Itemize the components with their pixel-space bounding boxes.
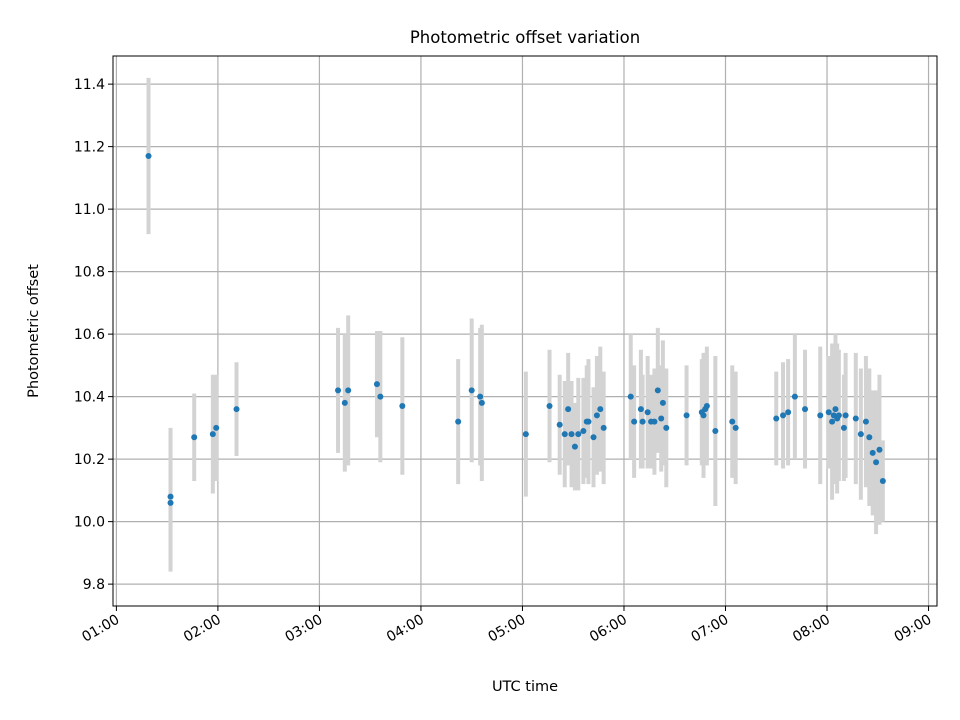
data-point bbox=[712, 428, 719, 434]
data-point bbox=[478, 399, 485, 406]
y-tick-label: 11.4 bbox=[74, 77, 105, 93]
data-point bbox=[840, 424, 847, 431]
data-point bbox=[862, 418, 869, 425]
data-point bbox=[213, 424, 220, 431]
data-point bbox=[399, 403, 406, 409]
data-point bbox=[233, 406, 240, 413]
grid-lines bbox=[113, 56, 937, 606]
data-point bbox=[335, 387, 342, 394]
data-point bbox=[876, 446, 883, 453]
data-point bbox=[700, 412, 707, 419]
y-tick-label: 10.8 bbox=[74, 265, 105, 281]
data-point bbox=[866, 434, 873, 441]
data-point bbox=[468, 387, 475, 394]
data-point bbox=[832, 406, 839, 413]
data-point bbox=[590, 434, 597, 441]
data-point bbox=[627, 393, 634, 400]
data-point bbox=[585, 418, 592, 425]
data-point bbox=[658, 415, 665, 422]
data-point bbox=[580, 428, 587, 434]
data-point bbox=[785, 409, 792, 416]
data-point bbox=[575, 431, 582, 438]
data-point bbox=[773, 415, 780, 422]
data-point bbox=[873, 459, 880, 466]
data-point bbox=[597, 406, 604, 413]
data-point bbox=[829, 418, 836, 425]
plot-frame bbox=[112, 55, 938, 607]
data-point bbox=[209, 431, 216, 438]
data-point bbox=[568, 431, 575, 438]
data-point bbox=[663, 424, 670, 431]
data-point bbox=[857, 431, 864, 438]
chart-title: Photometric offset variation bbox=[410, 28, 640, 47]
data-point bbox=[145, 153, 152, 159]
data-point bbox=[455, 418, 462, 425]
data-point bbox=[167, 499, 174, 506]
data-point bbox=[377, 393, 384, 400]
data-point bbox=[341, 399, 348, 406]
y-tick-label: 11.2 bbox=[74, 140, 105, 156]
data-point bbox=[852, 415, 859, 422]
data-point bbox=[191, 434, 198, 441]
data-point bbox=[825, 409, 832, 416]
data-point bbox=[639, 418, 646, 425]
data-point bbox=[869, 449, 876, 456]
data-point bbox=[842, 412, 849, 419]
data-point bbox=[817, 412, 824, 419]
data-point bbox=[791, 393, 798, 400]
data-point bbox=[683, 412, 690, 419]
data-point bbox=[600, 424, 607, 431]
data-point bbox=[556, 421, 563, 428]
data-point bbox=[565, 406, 572, 413]
data-point bbox=[345, 387, 352, 394]
y-tick-label: 9.8 bbox=[83, 577, 105, 593]
y-tick-label: 10.4 bbox=[74, 390, 105, 406]
data-point bbox=[631, 418, 638, 425]
plot-area-background bbox=[113, 56, 937, 606]
data-point bbox=[637, 406, 644, 413]
data-point bbox=[644, 409, 651, 416]
y-tick-label: 11.0 bbox=[74, 202, 105, 218]
data-point bbox=[659, 399, 666, 406]
data-point bbox=[167, 493, 174, 500]
y-axis-ticks: 9.8 10.0 10.2 10.4 10.6 10.8 11.0 11.2 11.4 bbox=[74, 77, 113, 593]
data-points bbox=[145, 153, 886, 506]
y-tick-label: 10.2 bbox=[74, 452, 105, 468]
data-point bbox=[732, 424, 739, 431]
data-point bbox=[651, 418, 658, 425]
data-point bbox=[373, 381, 380, 388]
data-point bbox=[522, 431, 529, 438]
data-point bbox=[546, 403, 553, 409]
data-point bbox=[654, 387, 661, 394]
data-point bbox=[703, 403, 710, 409]
data-point bbox=[879, 478, 886, 484]
y-tick-label: 10.6 bbox=[74, 327, 105, 343]
data-point bbox=[802, 406, 809, 413]
data-point bbox=[835, 412, 842, 419]
y-axis-label: Photometric offset bbox=[26, 264, 42, 398]
data-point bbox=[780, 412, 787, 419]
data-point bbox=[561, 431, 568, 438]
data-point bbox=[571, 443, 578, 450]
data-point bbox=[477, 393, 484, 400]
y-tick-label: 10.0 bbox=[74, 515, 105, 531]
data-point bbox=[729, 418, 736, 425]
x-axis-label: UTC time bbox=[492, 679, 558, 695]
data-point bbox=[593, 412, 600, 419]
